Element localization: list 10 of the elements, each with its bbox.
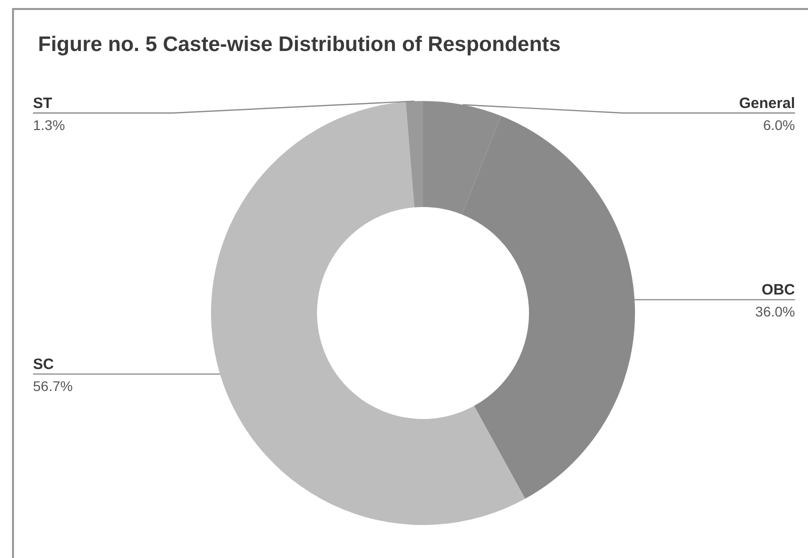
slice-label: General	[739, 95, 795, 112]
chart-title: Figure no. 5 Caste-wise Distribution of Respondents	[38, 33, 561, 57]
slice-label: OBC	[762, 282, 796, 299]
data-label: 56.7%	[33, 378, 73, 394]
slice-label: ST	[33, 95, 52, 112]
data-label: 36.0%	[755, 304, 795, 320]
data-label: 1.3%	[33, 117, 65, 133]
slice-label: SC	[33, 356, 54, 374]
data-label: 6.0%	[763, 117, 795, 133]
donut-slice	[211, 102, 526, 525]
